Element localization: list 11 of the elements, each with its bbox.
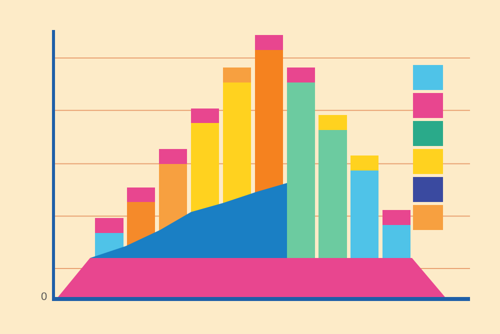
text: 0 <box>41 291 48 303</box>
bar <box>127 187 156 202</box>
bar <box>318 115 347 130</box>
bar <box>190 108 220 124</box>
bar <box>254 35 283 50</box>
bar <box>159 148 188 164</box>
bar <box>286 68 315 83</box>
bar <box>350 156 379 171</box>
bar <box>222 68 252 83</box>
bar <box>95 218 124 233</box>
bar <box>382 210 411 226</box>
